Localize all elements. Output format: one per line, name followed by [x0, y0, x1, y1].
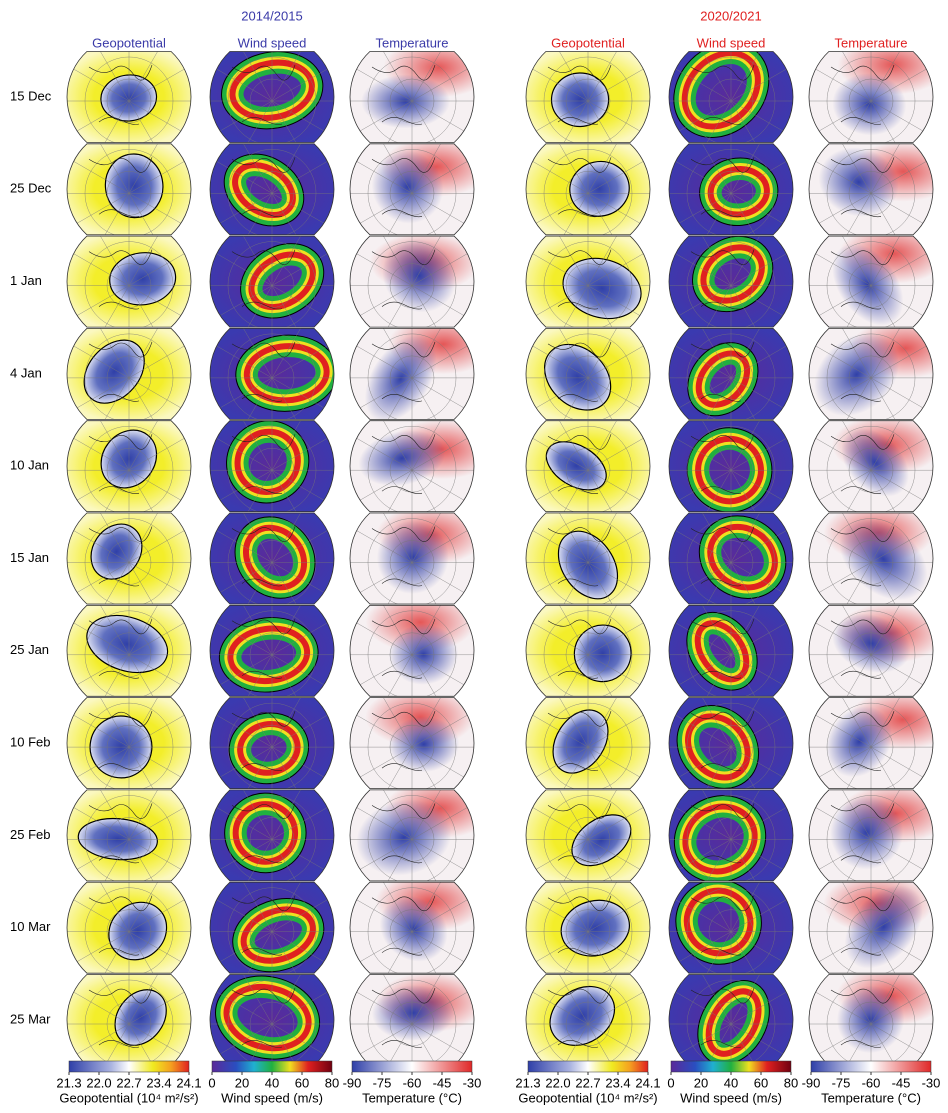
colorbar — [212, 1061, 332, 1072]
column-header: Geopotential — [92, 35, 166, 50]
colorbar-tick-label: 22.7 — [575, 1075, 600, 1090]
colorbar-tick-label: 21.3 — [515, 1075, 540, 1090]
row-label: 10 Feb — [10, 735, 50, 750]
colorbar-tick-label: -30 — [922, 1075, 941, 1090]
period-title: 2014/2015 — [241, 8, 302, 23]
map-panel — [801, 954, 946, 1094]
row-label: 25 Mar — [10, 1011, 51, 1026]
colorbar-tick-label: 21.3 — [56, 1075, 81, 1090]
colorbar-label: Temperature (°C) — [362, 1090, 462, 1105]
colorbar-tick-label: 0 — [667, 1075, 674, 1090]
row-label: 1 Jan — [10, 273, 42, 288]
colorbar-tick-label: -75 — [373, 1075, 392, 1090]
colorbar-tick-label: 40 — [265, 1075, 279, 1090]
colorbar-label: Temperature (°C) — [821, 1090, 921, 1105]
colorbar-tick-label: -60 — [862, 1075, 881, 1090]
colorbar-tick-label: 20 — [694, 1075, 708, 1090]
colorbar-tick-label: 23.4 — [146, 1075, 171, 1090]
row-label: 25 Dec — [10, 181, 52, 196]
row-label: 25 Jan — [10, 642, 49, 657]
column-header: Wind speed — [697, 35, 766, 50]
column-header: Temperature — [835, 35, 908, 50]
colorbar — [671, 1061, 791, 1072]
column-header: Temperature — [376, 35, 449, 50]
colorbar — [528, 1061, 648, 1072]
colorbar-tick-label: -90 — [343, 1075, 362, 1090]
colorbar-tick-label: 22.0 — [545, 1075, 570, 1090]
row-label: 25 Feb — [10, 827, 50, 842]
colorbar — [352, 1061, 472, 1072]
colorbar-tick-label: 20 — [235, 1075, 249, 1090]
colorbar-tick-label: 80 — [325, 1075, 339, 1090]
colorbar — [811, 1061, 931, 1072]
colorbar-label: Geopotential (10⁴ m²/s²) — [59, 1090, 198, 1105]
colorbar-tick-label: 23.4 — [605, 1075, 630, 1090]
colorbar-tick-label: 22.7 — [116, 1075, 141, 1090]
colorbar-tick-label: 24.1 — [635, 1075, 660, 1090]
colorbar-tick-label: -75 — [832, 1075, 851, 1090]
colorbar-tick-label: -45 — [892, 1075, 911, 1090]
period-title: 2020/2021 — [700, 8, 761, 23]
row-label: 15 Dec — [10, 88, 52, 103]
column-header: Geopotential — [551, 35, 625, 50]
row-label: 15 Jan — [10, 550, 49, 565]
colorbar-tick-label: 60 — [295, 1075, 309, 1090]
colorbar-tick-label: 0 — [208, 1075, 215, 1090]
colorbar-label: Wind speed (m/s) — [680, 1090, 782, 1105]
map-panel — [342, 954, 486, 1094]
colorbar-tick-label: -45 — [433, 1075, 452, 1090]
row-label: 10 Jan — [10, 458, 49, 473]
colorbar-tick-label: 80 — [784, 1075, 798, 1090]
colorbar-tick-label: 24.1 — [176, 1075, 201, 1090]
colorbar-tick-label: -60 — [403, 1075, 422, 1090]
colorbar-tick-label: 40 — [724, 1075, 738, 1090]
colorbar-tick-label: 60 — [754, 1075, 768, 1090]
figure: 2014/2015 Geopotential Wind speed Temperatu… — [0, 0, 948, 1108]
row-label: 10 Mar — [10, 919, 51, 934]
column-header: Wind speed — [238, 35, 307, 50]
colorbar-tick-label: -90 — [802, 1075, 821, 1090]
colorbar-label: Geopotential (10⁴ m²/s²) — [518, 1090, 657, 1105]
colorbar-tick-label: 22.0 — [86, 1075, 111, 1090]
colorbar-tick-label: -30 — [463, 1075, 482, 1090]
row-label: 4 Jan — [10, 365, 42, 380]
colorbar-label: Wind speed (m/s) — [221, 1090, 323, 1105]
colorbar — [69, 1061, 189, 1072]
